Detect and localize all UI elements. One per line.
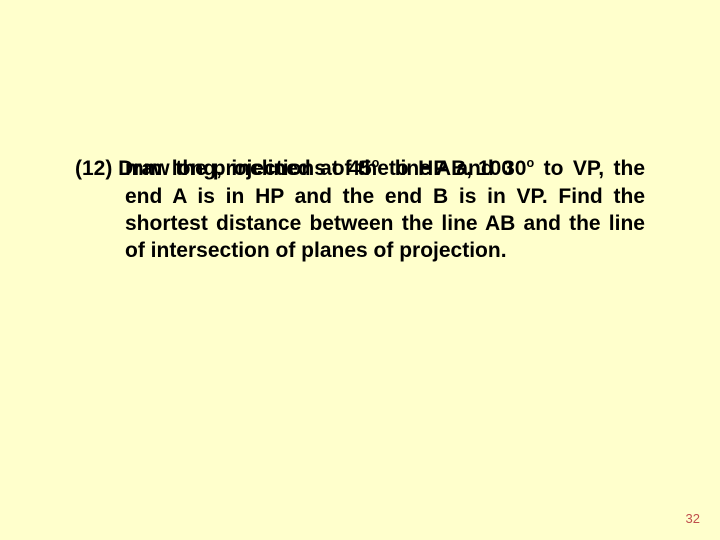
problem-text-part-b: to HP and 30 bbox=[379, 157, 526, 180]
problem-body: mm long, inclined at 45o to HP and 30o t… bbox=[75, 155, 645, 264]
problem-statement: (12) Draw the projections of the line AB… bbox=[75, 155, 645, 264]
problem-text-part-a: mm long, inclined at 45 bbox=[125, 157, 372, 180]
page-number: 32 bbox=[686, 511, 700, 526]
slide-container: (12) Draw the projections of the line AB… bbox=[0, 0, 720, 540]
